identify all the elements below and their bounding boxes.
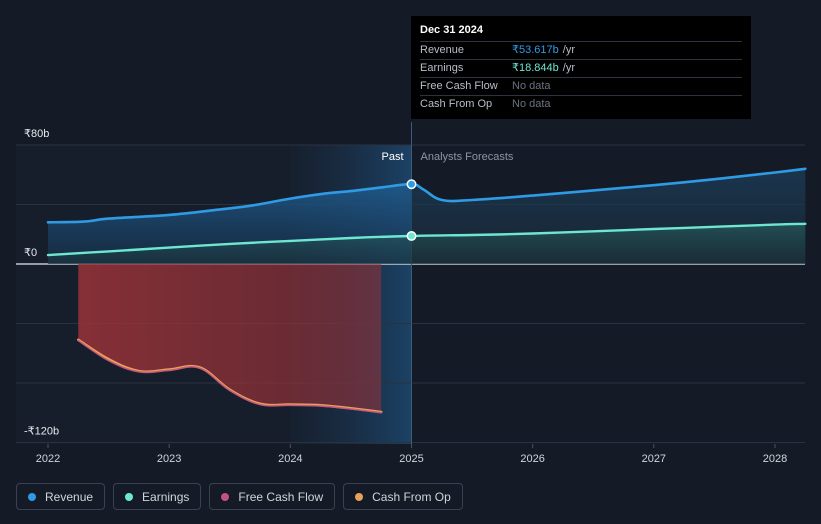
tooltip-unit-earnings: /yr: [562, 62, 575, 74]
tooltip-label-free-cash-flow: Free Cash Flow: [420, 80, 498, 92]
tooltip-value-cash-from-op: No data: [512, 98, 551, 110]
x-tick-label: 2024: [278, 453, 302, 465]
y-tick-label: ₹80b: [24, 128, 49, 140]
legend-item-cash-from-op[interactable]: Cash From Op: [343, 483, 463, 510]
tooltip-date: Dec 31 2024: [420, 24, 483, 36]
legend-item-earnings[interactable]: Earnings: [113, 483, 202, 510]
earnings-highlight-point: [406, 231, 417, 241]
x-tick-label: 2028: [763, 453, 787, 465]
tooltip-label-cash-from-op: Cash From Op: [420, 98, 493, 110]
tooltip-row-earnings: Earnings ₹18.844b /yr: [420, 59, 742, 77]
tooltip-row-revenue: Revenue ₹53.617b /yr: [420, 41, 742, 59]
chart-canvas: ₹80b ₹0 -₹120b 2022 2023 2024 2025 2026 2027 2028…: [16, 122, 807, 465]
tooltip-value-free-cash-flow: No data: [512, 80, 551, 92]
x-tick-label: 2022: [36, 453, 60, 465]
tooltip-value-revenue: ₹53.617b: [512, 44, 559, 56]
past-label: Past: [381, 151, 403, 163]
y-tick-label: -₹120b: [24, 426, 59, 438]
series-line-earnings: [46, 222, 807, 257]
legend-label-earnings: Earnings: [142, 489, 190, 504]
tooltip-label-revenue: Revenue: [420, 44, 465, 56]
tooltip: Dec 31 2024 Revenue ₹53.617b /yr Earning…: [411, 16, 751, 119]
legend-label-free-cash-flow: Free Cash Flow: [238, 489, 324, 504]
legend-item-free-cash-flow[interactable]: Free Cash Flow: [209, 483, 336, 510]
legend-item-revenue[interactable]: Revenue: [16, 483, 106, 510]
legend: Revenue Earnings Free Cash Flow Cash Fro…: [16, 483, 463, 510]
tooltip-value-earnings: ₹18.844b: [512, 62, 559, 74]
legend-dot-earnings: [125, 492, 134, 501]
legend-dot-free-cash-flow: [221, 492, 230, 501]
earnings-area: [48, 223, 806, 264]
tooltip-row-cash-from-op: Cash From Op No data: [420, 95, 742, 113]
legend-label-cash-from-op: Cash From Op: [372, 489, 451, 504]
series-line-free-cash-flow: [77, 339, 382, 414]
x-tick-label: 2026: [520, 453, 544, 465]
tooltip-unit-revenue: /yr: [562, 44, 575, 56]
cash-from-op-area: [78, 264, 382, 412]
forecast-label: Analysts Forecasts: [421, 151, 514, 163]
series-line-revenue: [46, 167, 807, 224]
x-tick-label: 2025: [399, 453, 423, 465]
tooltip-label-earnings: Earnings: [420, 62, 464, 74]
legend-dot-cash-from-op: [355, 492, 364, 501]
x-tick-label: 2027: [642, 453, 666, 465]
tooltip-row-free-cash-flow: Free Cash Flow No data: [420, 77, 742, 95]
legend-dot-revenue: [28, 492, 36, 501]
x-tick-label: 2023: [157, 453, 181, 465]
legend-label-revenue: Revenue: [45, 489, 94, 504]
y-tick-label: ₹0: [24, 247, 37, 259]
revenue-highlight-point: [406, 179, 417, 190]
